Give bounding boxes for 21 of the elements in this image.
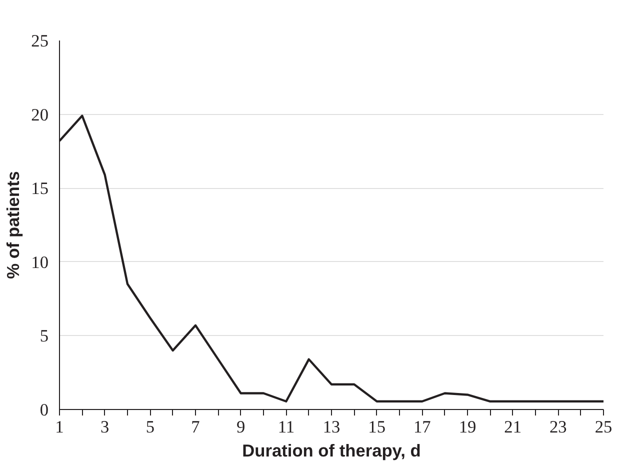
x-tick-label: 13 <box>322 418 340 436</box>
y-tick-label: 10 <box>31 252 48 272</box>
x-tick-label: 25 <box>594 418 612 436</box>
x-tick-label: 17 <box>414 418 432 436</box>
x-axis-title: Duration of therapy, d <box>242 440 421 460</box>
x-tick-label: 7 <box>191 418 200 436</box>
y-tick-label: 20 <box>31 105 48 124</box>
x-tick-label: 9 <box>236 418 246 436</box>
x-tick-label: 3 <box>100 418 110 436</box>
y-axis-title: % of patients <box>3 171 24 279</box>
y-tick-label: 0 <box>40 400 49 420</box>
y-tick-label: 5 <box>40 326 49 346</box>
y-tick-label: 15 <box>31 179 48 198</box>
x-tick-label: 11 <box>278 418 295 436</box>
y-tick-label: 25 <box>31 32 48 50</box>
x-tick-label: 23 <box>550 418 567 436</box>
x-tick-label: 5 <box>146 418 155 436</box>
x-tick-label: 19 <box>458 418 476 436</box>
x-tick-label: 15 <box>368 418 386 436</box>
x-tick-label: 1 <box>55 418 64 436</box>
x-tick-label: 21 <box>504 418 522 436</box>
